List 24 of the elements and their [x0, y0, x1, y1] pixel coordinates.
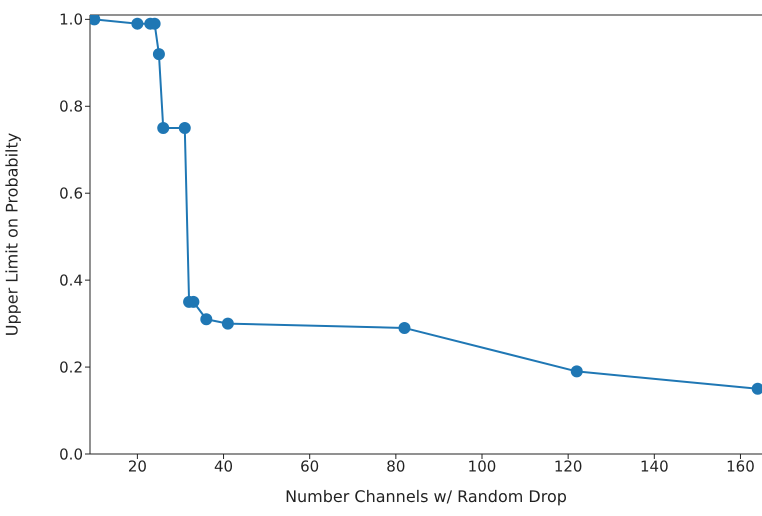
y-tick-label: 0.0	[59, 445, 83, 464]
point	[131, 18, 144, 30]
x-tick-label: 140	[640, 458, 669, 476]
x-axis-title: Number Channels w/ Random Drop	[285, 487, 567, 506]
point	[200, 313, 212, 326]
x-tick-label: 100	[468, 458, 496, 476]
y-tick-label: 0.8	[59, 98, 83, 116]
x-tick-label: 60	[300, 458, 320, 476]
point	[570, 365, 583, 378]
x-tick-label: 80	[386, 458, 406, 476]
x-tick-label: 120	[554, 458, 582, 476]
x-tick-label: 160	[726, 458, 755, 476]
point	[157, 122, 170, 134]
x-tick-label: 40	[214, 458, 234, 476]
point	[152, 48, 165, 60]
point	[222, 318, 234, 330]
point	[398, 322, 410, 334]
y-axis-title: Upper Limit on Probabilty	[2, 132, 22, 336]
y-tick-label: 0.6	[59, 184, 83, 203]
y-tick-label: 1.0	[59, 10, 83, 29]
x-tick-label: 20	[128, 458, 147, 476]
y-tick-label: 0.4	[59, 271, 83, 290]
point	[178, 122, 191, 134]
y-tick-label: 0.2	[59, 358, 83, 376]
